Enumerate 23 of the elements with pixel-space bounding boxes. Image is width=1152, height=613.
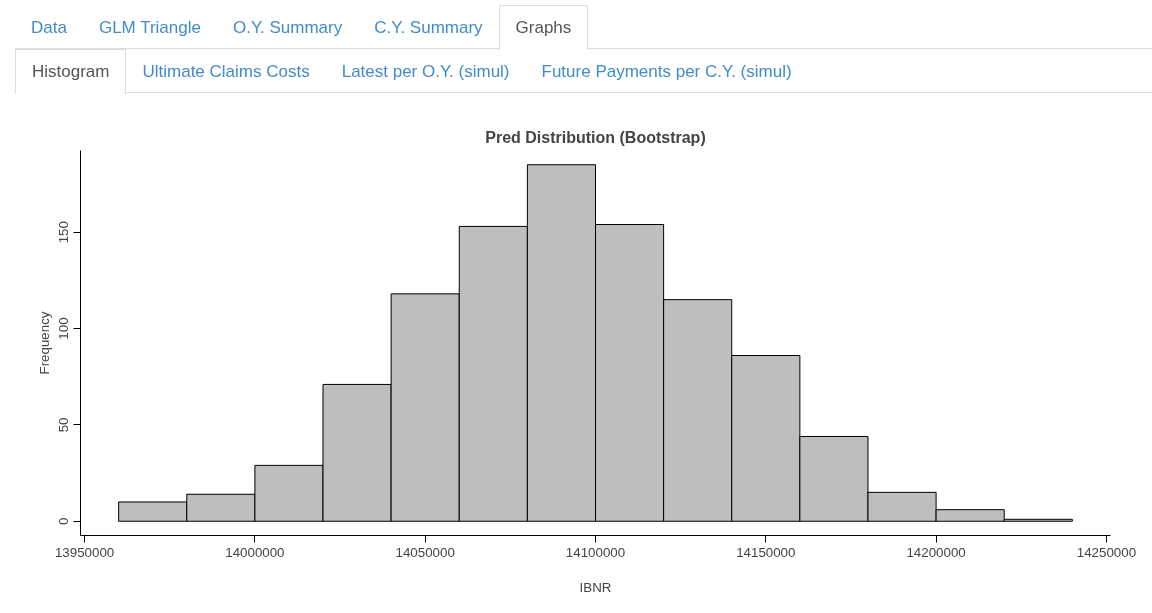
text: Ultimate Claims Costs	[141, 61, 311, 83]
y-tick-label: 0	[56, 517, 72, 525]
x-tick-label: 13950000	[54, 544, 115, 560]
x-tick-label: 14150000	[736, 544, 796, 560]
x-tick-label: 14100000	[565, 544, 626, 560]
text: Latest per O.Y. (simul)	[340, 61, 511, 83]
x-axis-title: IBNR	[579, 579, 612, 595]
y-axis-title: Frequency	[36, 311, 52, 375]
y-tick-label: 50	[56, 417, 72, 433]
x-tick-label: 14200000	[906, 544, 966, 560]
x-tick-label: 14000000	[225, 544, 285, 560]
text: Data	[30, 17, 68, 39]
text: Future Payments per C.Y. (simul)	[540, 61, 793, 83]
y-tick-label: 100	[56, 317, 72, 340]
chart-title: Pred Distribution (Bootstrap)	[485, 128, 706, 146]
x-tick-label: 14250000	[1076, 544, 1137, 560]
y-tick-label: 150	[56, 221, 72, 244]
text: O.Y. Summary	[231, 17, 344, 39]
x-tick-label: 14050000	[395, 544, 455, 560]
text: Histogram	[15, 49, 127, 95]
text: Graphs	[498, 5, 589, 51]
text: C.Y. Summary	[373, 17, 484, 39]
text: GLM Triangle	[97, 17, 202, 39]
